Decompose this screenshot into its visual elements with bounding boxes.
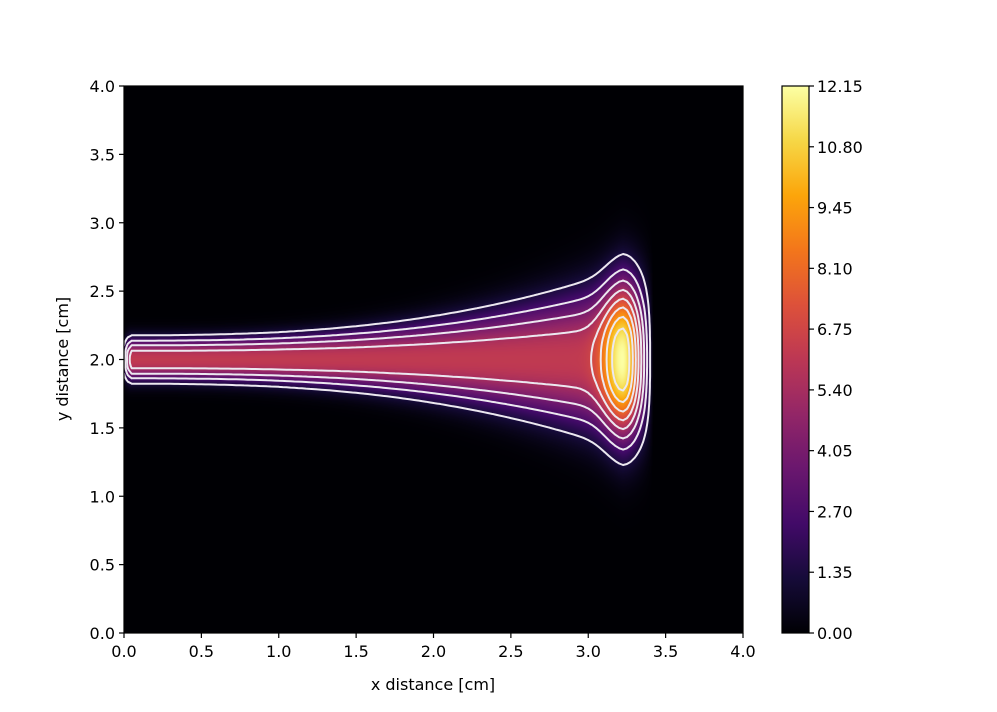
- y-tick-label: 3.0: [90, 214, 115, 233]
- colorbar-tick-label: 1.35: [817, 563, 853, 582]
- x-tick-label: 2.0: [421, 642, 446, 661]
- y-tick-label: 1.5: [90, 419, 115, 438]
- colorbar-tick-label: 12.15: [817, 77, 863, 96]
- x-tick-label: 3.0: [576, 642, 601, 661]
- heatmap: [124, 86, 743, 633]
- x-tick-label: 0.5: [189, 642, 214, 661]
- x-tick-label: 1.0: [266, 642, 291, 661]
- plot-area: [123, 85, 744, 634]
- y-tick-label: 2.5: [90, 282, 115, 301]
- y-tick-label: 4.0: [90, 77, 115, 96]
- x-tick-label: 4.0: [730, 642, 755, 661]
- colorbar-tick-label: 5.40: [817, 381, 853, 400]
- colorbar: 0.00 1.35 2.70 4.05 5.40 6.75 8.10 9.45 10.80 12.…: [781, 77, 863, 643]
- x-axis: 0.0 0.5 1.0 1.5 2.0 2.5 3.0 3.5 4.0: [111, 633, 756, 661]
- colorbar-tick-label: 0.00: [817, 624, 853, 643]
- contour-level-4: [128, 288, 643, 431]
- colorbar-tick-label: 8.10: [817, 259, 853, 278]
- colorbar-tick-label: 4.05: [817, 442, 853, 461]
- colorbar-frame: [781, 85, 810, 634]
- contour-level-2: [123, 268, 649, 451]
- colorbar-tick-label: 9.45: [817, 199, 853, 218]
- contour-level-7: [605, 315, 634, 404]
- x-tick-label: 3.5: [653, 642, 678, 661]
- colorbar-gradient: [782, 86, 809, 633]
- x-tick-label: 1.5: [343, 642, 368, 661]
- colorbar-tick-label: 6.75: [817, 320, 853, 339]
- contour-lines: [123, 253, 652, 466]
- y-tick-label: 0.0: [90, 624, 115, 643]
- y-axis: 0.0 0.5 1.0 1.5 2.0 2.5 3.0 3.5 4.0: [90, 77, 124, 643]
- contour-level-8: [611, 327, 631, 392]
- y-tick-label: 2.0: [90, 351, 115, 370]
- colorbar-tick-label: 2.70: [817, 502, 853, 521]
- contour-level-6: [599, 306, 637, 413]
- contour-level-1: [123, 253, 652, 466]
- contour-level-3: [126, 279, 646, 440]
- x-tick-label: 0.0: [111, 642, 136, 661]
- x-axis-label: x distance [cm]: [371, 675, 495, 694]
- y-tick-label: 1.0: [90, 487, 115, 506]
- x-tick-label: 2.5: [498, 642, 523, 661]
- contour-level-5: [590, 297, 640, 422]
- colorbar-tick-label: 10.80: [817, 138, 863, 157]
- y-tick-label: 3.5: [90, 145, 115, 164]
- y-tick-label: 0.5: [90, 556, 115, 575]
- colorbar-ticks: 0.00 1.35 2.70 4.05 5.40 6.75 8.10 9.45 10.80 12.…: [809, 77, 863, 643]
- y-axis-label: y distance [cm]: [53, 297, 72, 421]
